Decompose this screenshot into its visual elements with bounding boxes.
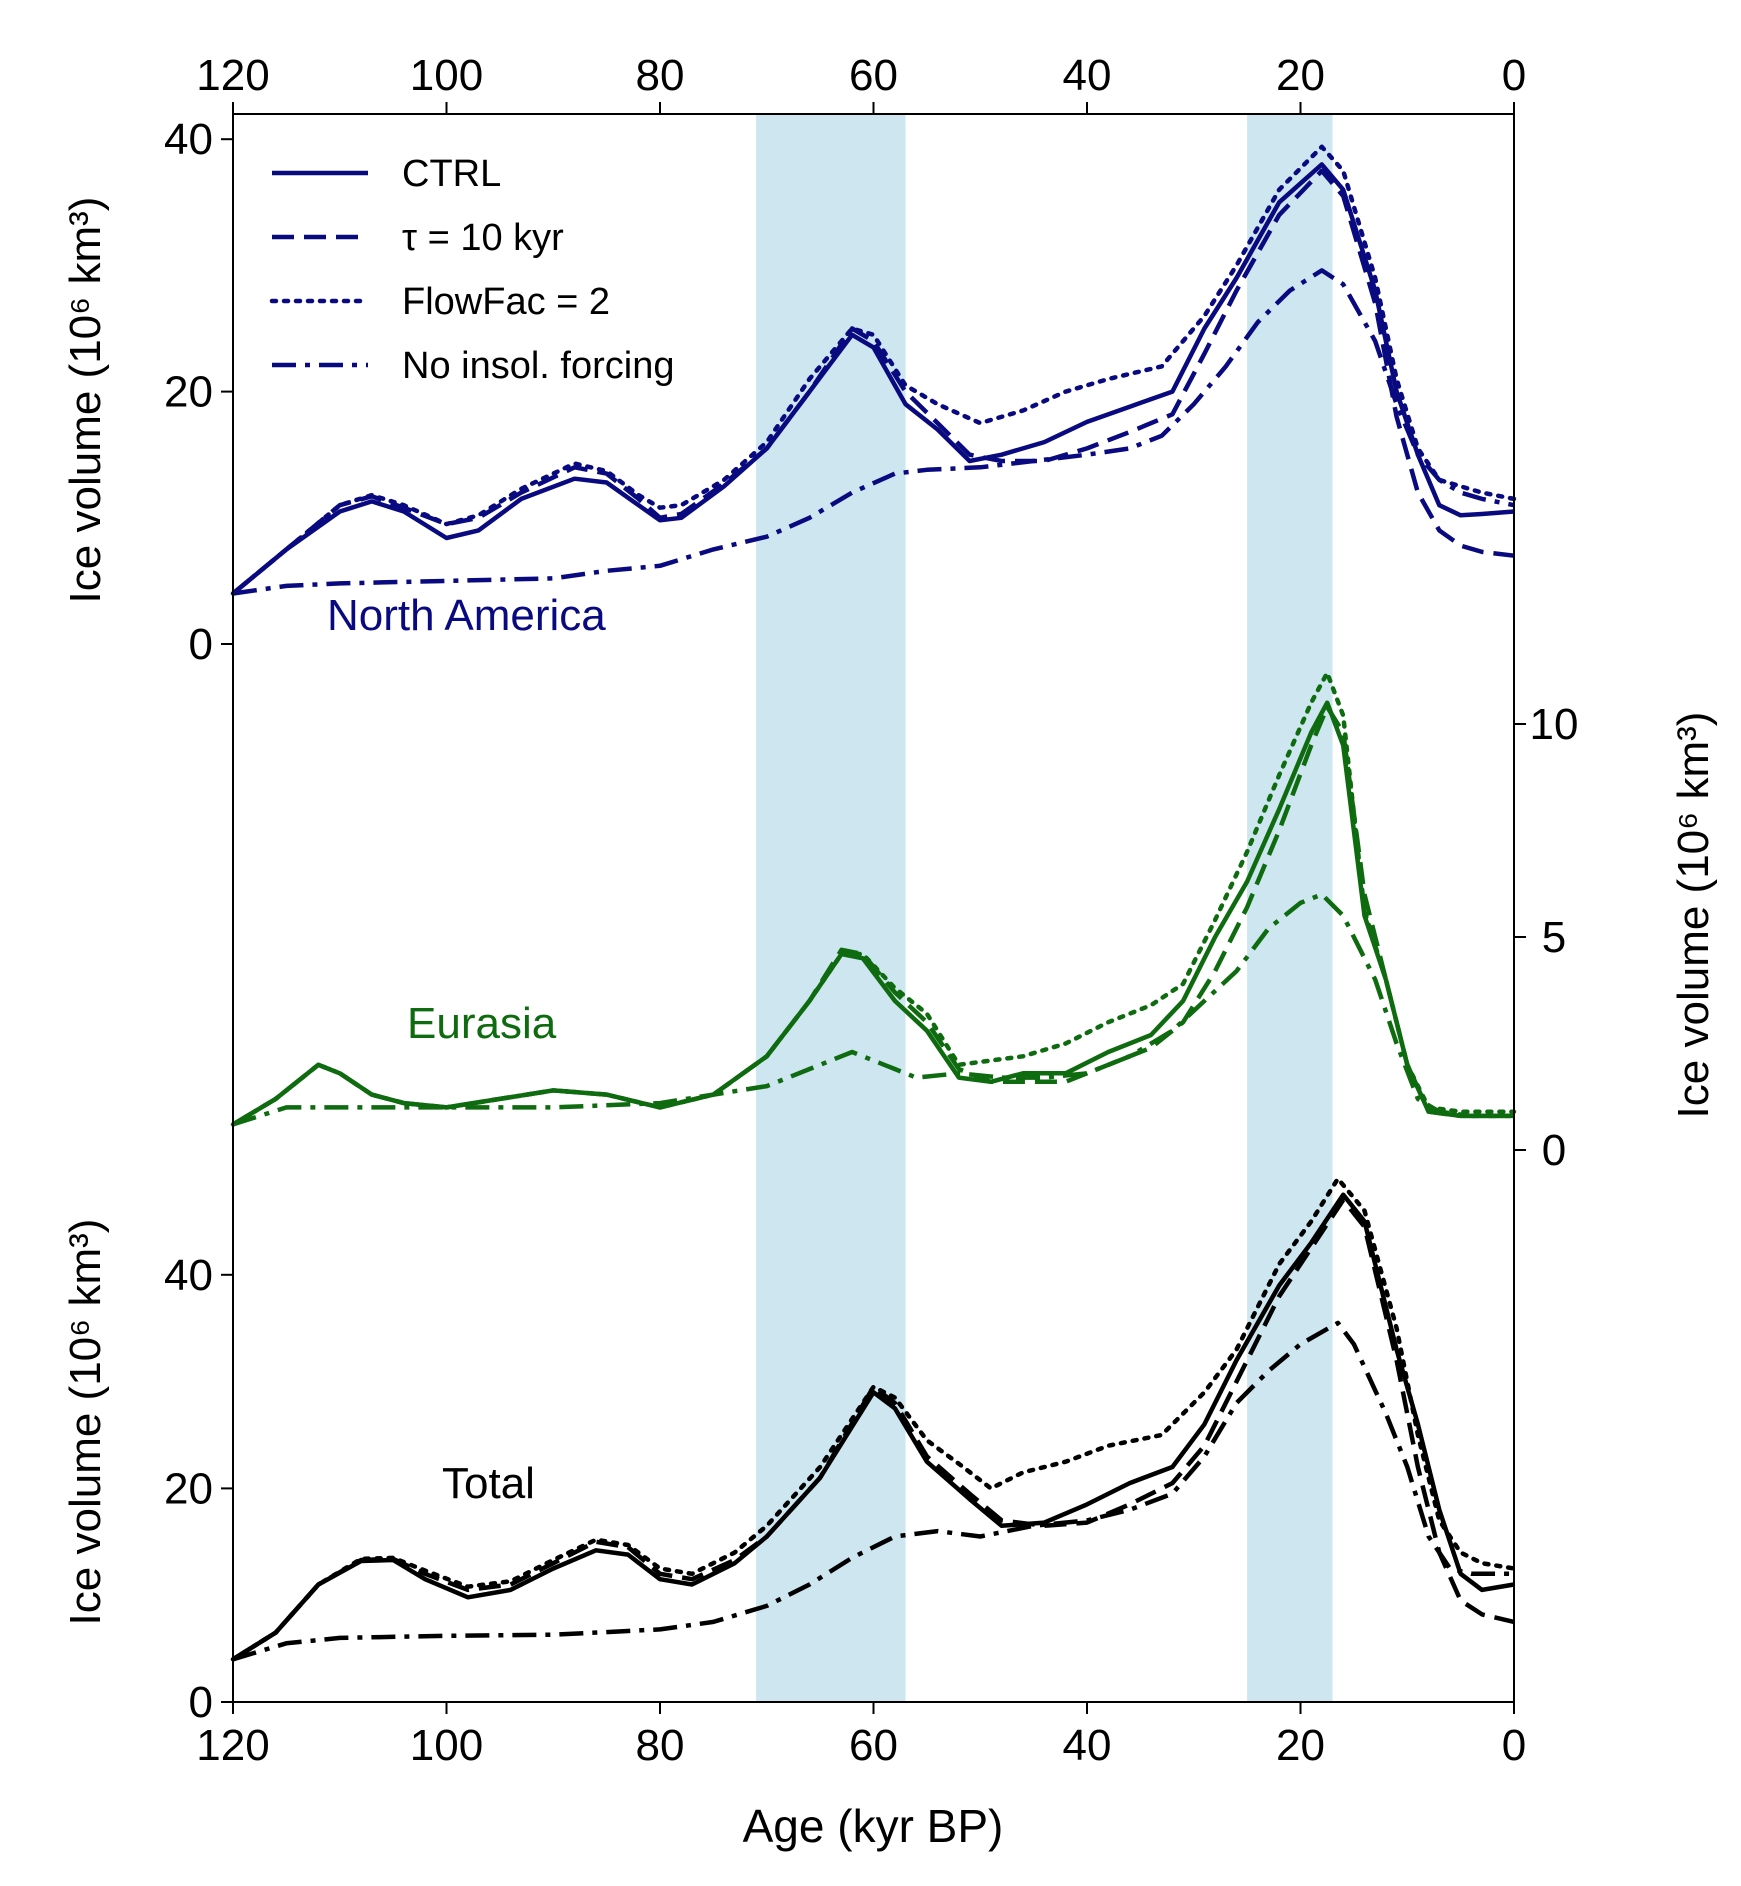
total-series-dashed bbox=[231, 1197, 1515, 1662]
x-tick-label-top: 80 bbox=[636, 51, 685, 100]
x-tick-label-bottom: 0 bbox=[1502, 1721, 1526, 1770]
eurasia-y-tick-label: 10 bbox=[1530, 700, 1579, 749]
x-tick-label-bottom: 20 bbox=[1276, 1721, 1325, 1770]
total-y-tick-label: 40 bbox=[164, 1251, 213, 1300]
total-series-dotted bbox=[230, 1176, 1517, 1662]
shaded-interval-1 bbox=[1247, 114, 1333, 1702]
x-axis-label: Age (kyr BP) bbox=[743, 1800, 1004, 1852]
x-tick-label-bottom: 80 bbox=[636, 1721, 685, 1770]
series-layer bbox=[230, 144, 1517, 1662]
x-tick-label-bottom: 60 bbox=[849, 1721, 898, 1770]
x-tick-label-bottom: 40 bbox=[1063, 1721, 1112, 1770]
north_america-y-tick-label: 20 bbox=[164, 368, 213, 417]
legend-label-dotted: FlowFac = 2 bbox=[402, 281, 610, 323]
shaded-intervals bbox=[756, 114, 1333, 1702]
x-ticks: 120 120 100 100 80 80 60 60 40 40 20 20 0 0 bbox=[196, 51, 1526, 1770]
total-series-solid bbox=[231, 1192, 1515, 1662]
eurasia-ylabel: Ice volume (10⁶ km³) bbox=[1669, 712, 1718, 1119]
north_america-series-dotted bbox=[230, 144, 1517, 596]
label-north-america: North America bbox=[327, 591, 606, 640]
eurasia-series-dashdot bbox=[232, 892, 1514, 1127]
x-tick-label-top: 20 bbox=[1276, 51, 1325, 100]
eurasia-y-tick-label: 5 bbox=[1542, 913, 1566, 962]
shaded-interval-0 bbox=[756, 114, 906, 1702]
label-total: Total bbox=[442, 1459, 535, 1508]
x-tick-label-top: 100 bbox=[410, 51, 483, 100]
eurasia-y-tick-label: 0 bbox=[1542, 1126, 1566, 1175]
total-ylabel: Ice volume (10⁶ km³) bbox=[61, 1219, 110, 1626]
x-tick-label-top: 60 bbox=[849, 51, 898, 100]
x-tick-label-bottom: 120 bbox=[196, 1721, 269, 1770]
x-tick-label-top: 0 bbox=[1502, 51, 1526, 100]
label-eurasia: Eurasia bbox=[407, 999, 557, 1048]
eurasia-series-dotted bbox=[230, 670, 1517, 1127]
north_america-series-dashed bbox=[231, 168, 1515, 596]
x-tick-label-top: 40 bbox=[1063, 51, 1112, 100]
total-series-dashdot bbox=[232, 1320, 1514, 1662]
legend: CTRL τ = 10 kyr FlowFac = 2 No insol. forci… bbox=[269, 153, 674, 387]
north_america-y-tick-label: 40 bbox=[164, 115, 213, 164]
legend-label-solid: CTRL bbox=[402, 153, 501, 195]
legend-label-dashdot: No insol. forcing bbox=[402, 345, 674, 387]
total-y-tick-label: 0 bbox=[189, 1678, 213, 1727]
x-tick-label-top: 120 bbox=[196, 51, 269, 100]
x-tick-label-bottom: 100 bbox=[410, 1721, 483, 1770]
na-ylabel: Ice volume (10⁶ km³) bbox=[61, 197, 110, 604]
y-ticks: 0 20 40 0 5 10 0 20 40 bbox=[164, 115, 1578, 1727]
legend-label-dashed: τ = 10 kyr bbox=[402, 217, 564, 259]
north_america-y-tick-label: 0 bbox=[189, 620, 213, 669]
north_america-series-solid bbox=[231, 162, 1515, 596]
total-y-tick-label: 20 bbox=[164, 1464, 213, 1513]
